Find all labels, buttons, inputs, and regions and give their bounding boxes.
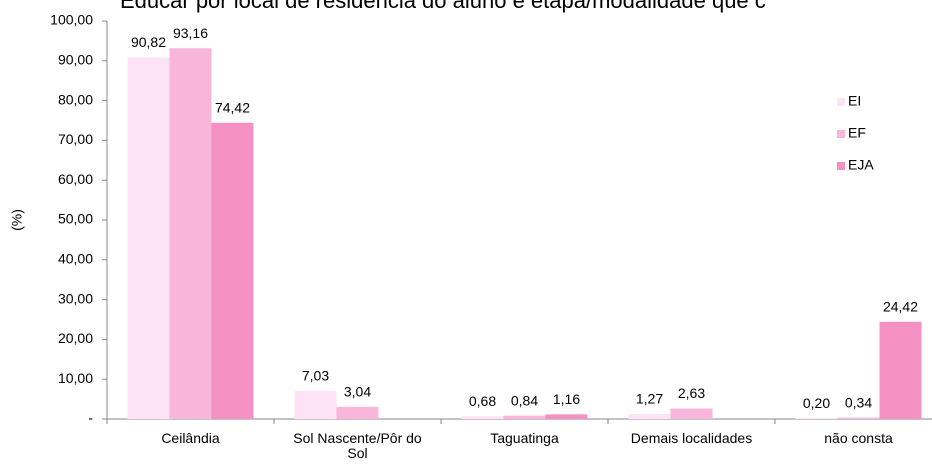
- y-tick-label: 50,00: [58, 211, 93, 227]
- x-tick-label: não consta: [824, 430, 893, 446]
- y-tick-label: 70,00: [58, 131, 93, 147]
- x-tick-label: Sol Nascente/Pôr do Sol: [293, 430, 422, 461]
- data-label: 1,16: [553, 391, 580, 407]
- bar: [545, 414, 588, 419]
- y-tick-label: 100,00: [50, 12, 93, 28]
- legend-label: EF: [848, 125, 866, 141]
- y-axis-label: (%): [9, 209, 25, 231]
- data-label: 0,34: [845, 394, 872, 410]
- bar: [461, 416, 504, 419]
- y-tick-label: 30,00: [58, 290, 93, 306]
- bar: [211, 122, 254, 419]
- data-label: 0,84: [511, 392, 538, 408]
- bar: [336, 406, 379, 419]
- x-tick-label: Taguatinga: [490, 430, 559, 446]
- bar: [169, 48, 212, 419]
- data-label: 90,82: [131, 34, 166, 50]
- data-label: 74,42: [215, 100, 250, 116]
- bar: [795, 418, 838, 419]
- legend-label: EJA: [848, 157, 874, 173]
- legend-swatch: [837, 130, 845, 138]
- y-tick-label: -: [88, 410, 93, 426]
- y-tick-label: 10,00: [58, 370, 93, 386]
- y-tick-label: 20,00: [58, 330, 93, 346]
- data-label: 2,63: [678, 385, 705, 401]
- y-tick-label: 60,00: [58, 171, 93, 187]
- data-label: 24,42: [883, 299, 918, 315]
- data-label: 93,16: [173, 25, 208, 41]
- data-label: 1,27: [636, 391, 663, 407]
- bar: [670, 408, 713, 419]
- x-tick-label: Demais localidades: [630, 430, 753, 446]
- legend-swatch: [837, 98, 845, 106]
- chart-title: Educar por local de residência do aluno …: [120, 0, 766, 13]
- legend-label: EI: [848, 93, 861, 109]
- data-label: 7,03: [302, 368, 329, 384]
- bar: [503, 415, 546, 419]
- bar: [628, 413, 671, 419]
- bar: [294, 391, 337, 419]
- data-label: 0,68: [469, 393, 496, 409]
- y-tick-label: 40,00: [58, 251, 93, 267]
- y-tick-label: 80,00: [58, 91, 93, 107]
- data-label: 3,04: [344, 384, 371, 400]
- bar: [837, 417, 880, 419]
- data-label: 0,20: [803, 395, 830, 411]
- legend-swatch: [837, 162, 845, 170]
- y-tick-label: 90,00: [58, 52, 93, 68]
- x-tick-label: Ceilândia: [161, 430, 220, 446]
- bar: [879, 321, 922, 419]
- bar: [127, 57, 170, 419]
